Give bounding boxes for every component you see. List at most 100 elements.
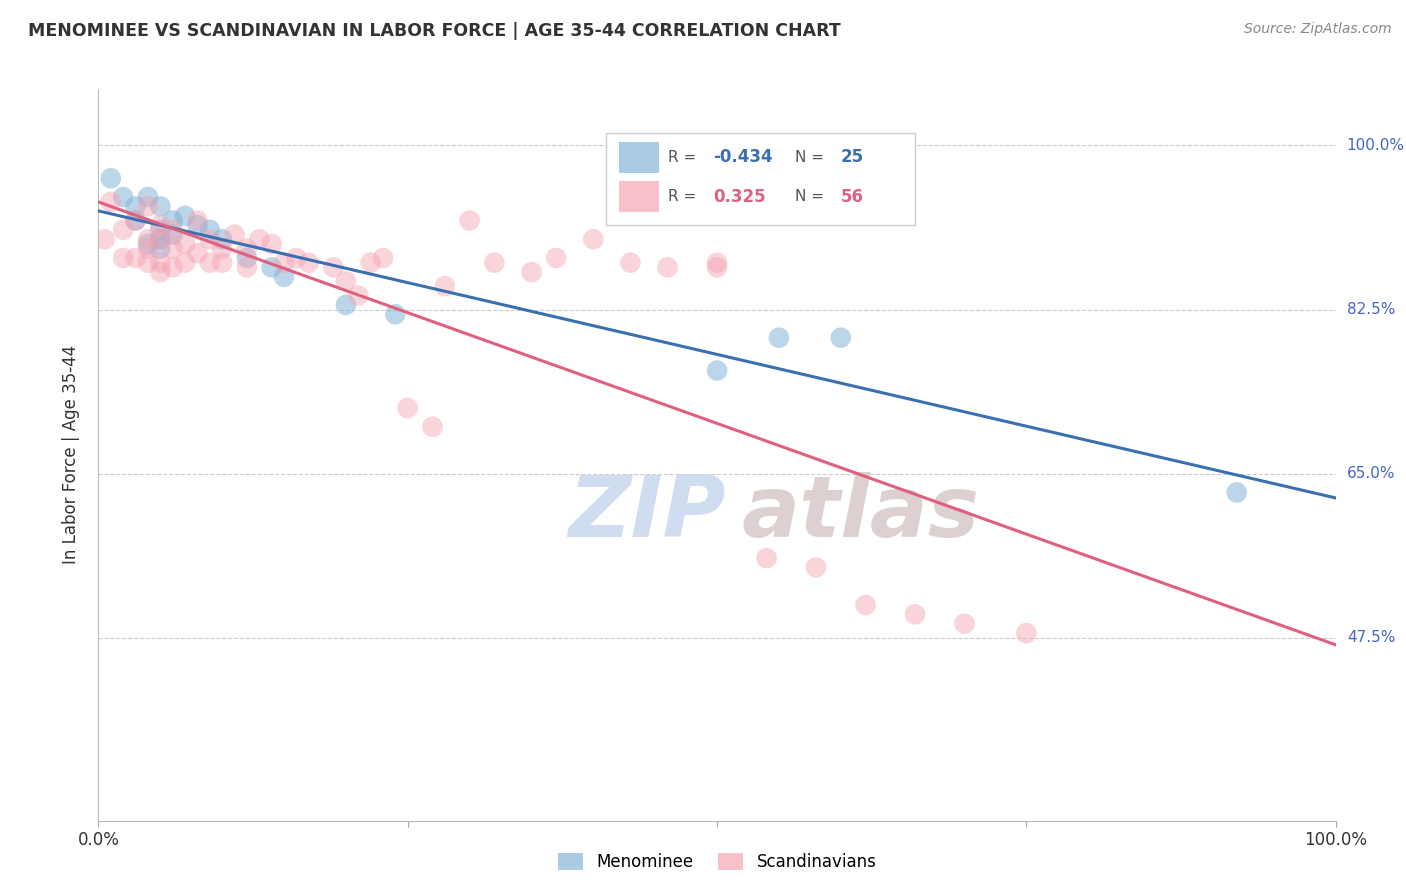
- Point: [619, 255, 641, 269]
- Point: [1226, 485, 1249, 500]
- Point: [273, 269, 295, 284]
- FancyBboxPatch shape: [606, 133, 915, 225]
- Point: [706, 255, 728, 269]
- Point: [186, 246, 208, 260]
- Point: [149, 232, 172, 246]
- Point: [211, 255, 233, 269]
- Point: [162, 223, 184, 237]
- Point: [136, 242, 159, 256]
- FancyBboxPatch shape: [619, 142, 659, 172]
- Point: [174, 255, 197, 269]
- Point: [162, 227, 184, 242]
- Point: [162, 213, 184, 227]
- Point: [236, 242, 259, 256]
- Point: [285, 251, 308, 265]
- Point: [706, 260, 728, 275]
- Point: [433, 279, 456, 293]
- Point: [768, 331, 790, 345]
- Point: [371, 251, 394, 265]
- Text: R =: R =: [668, 150, 700, 165]
- Point: [422, 419, 444, 434]
- Point: [804, 560, 827, 574]
- Point: [546, 251, 568, 265]
- Point: [1015, 626, 1038, 640]
- Text: atlas: atlas: [742, 472, 980, 555]
- Text: ZIP: ZIP: [568, 472, 727, 555]
- Text: 56: 56: [841, 187, 863, 206]
- Point: [174, 209, 197, 223]
- Point: [755, 551, 778, 566]
- Point: [260, 236, 283, 251]
- Point: [198, 255, 221, 269]
- Text: 82.5%: 82.5%: [1347, 302, 1395, 317]
- Point: [953, 616, 976, 631]
- Point: [657, 260, 679, 275]
- Legend: Menominee, Scandinavians: Menominee, Scandinavians: [551, 847, 883, 878]
- Point: [347, 288, 370, 302]
- Point: [520, 265, 543, 279]
- Point: [162, 242, 184, 256]
- Point: [396, 401, 419, 415]
- Point: [149, 265, 172, 279]
- Point: [136, 236, 159, 251]
- Point: [360, 255, 382, 269]
- Point: [830, 331, 852, 345]
- Point: [136, 255, 159, 269]
- Point: [124, 213, 146, 227]
- Point: [582, 232, 605, 246]
- Point: [124, 213, 146, 227]
- Point: [236, 251, 259, 265]
- Text: N =: N =: [794, 189, 830, 204]
- Text: Source: ZipAtlas.com: Source: ZipAtlas.com: [1244, 22, 1392, 37]
- Point: [706, 363, 728, 377]
- FancyBboxPatch shape: [619, 181, 659, 212]
- Point: [384, 307, 406, 321]
- Text: -0.434: -0.434: [713, 148, 773, 166]
- Point: [112, 251, 135, 265]
- Point: [174, 236, 197, 251]
- Text: R =: R =: [668, 189, 700, 204]
- Point: [100, 171, 122, 186]
- Point: [236, 260, 259, 275]
- Point: [136, 199, 159, 213]
- Point: [904, 607, 927, 622]
- Point: [855, 598, 877, 612]
- Point: [260, 260, 283, 275]
- Point: [198, 223, 221, 237]
- Point: [124, 251, 146, 265]
- Point: [136, 190, 159, 204]
- Point: [100, 194, 122, 209]
- Point: [112, 190, 135, 204]
- Point: [211, 242, 233, 256]
- Point: [247, 232, 270, 246]
- Point: [149, 218, 172, 232]
- Point: [484, 255, 506, 269]
- Point: [149, 255, 172, 269]
- Point: [162, 260, 184, 275]
- Point: [298, 255, 321, 269]
- Point: [335, 275, 357, 289]
- Text: 25: 25: [841, 148, 863, 166]
- Point: [273, 255, 295, 269]
- Point: [186, 213, 208, 227]
- Point: [458, 213, 481, 227]
- Y-axis label: In Labor Force | Age 35-44: In Labor Force | Age 35-44: [62, 345, 80, 565]
- Text: N =: N =: [794, 150, 830, 165]
- Point: [186, 218, 208, 232]
- Text: 0.325: 0.325: [713, 187, 766, 206]
- Point: [149, 223, 172, 237]
- Point: [335, 298, 357, 312]
- Point: [322, 260, 344, 275]
- Point: [93, 232, 115, 246]
- Text: 100.0%: 100.0%: [1347, 138, 1405, 153]
- Point: [149, 199, 172, 213]
- Text: MENOMINEE VS SCANDINAVIAN IN LABOR FORCE | AGE 35-44 CORRELATION CHART: MENOMINEE VS SCANDINAVIAN IN LABOR FORCE…: [28, 22, 841, 40]
- Point: [198, 232, 221, 246]
- Point: [224, 227, 246, 242]
- Point: [149, 242, 172, 256]
- Point: [112, 223, 135, 237]
- Text: 65.0%: 65.0%: [1347, 467, 1395, 481]
- Point: [124, 199, 146, 213]
- Point: [211, 232, 233, 246]
- Text: 47.5%: 47.5%: [1347, 631, 1395, 645]
